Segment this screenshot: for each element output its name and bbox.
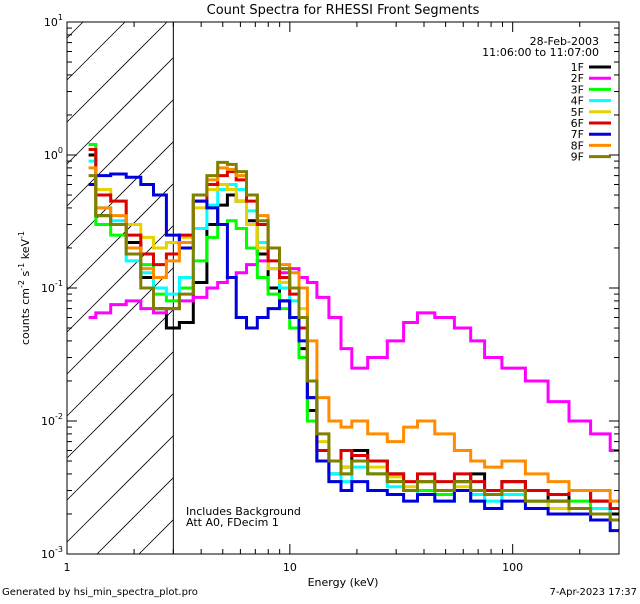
y-tick-label: 10-3 xyxy=(41,545,63,561)
legend-label-4F: 4F xyxy=(571,95,584,108)
x-tick-label: 1 xyxy=(64,561,71,574)
y-tick-label: 10-1 xyxy=(41,279,63,295)
hatched-region xyxy=(66,21,174,555)
legend-label-1F: 1F xyxy=(571,61,584,74)
legend-label-8F: 8F xyxy=(571,139,584,152)
series-line-8F xyxy=(88,166,619,503)
y-axis-label: counts cm-2 s-1 keV-1 xyxy=(17,231,32,345)
date-annotation: 28-Feb-2003 xyxy=(530,35,599,48)
legend-label-2F: 2F xyxy=(571,72,584,85)
legend-label-6F: 6F xyxy=(571,117,584,130)
legend-label-5F: 5F xyxy=(571,106,584,119)
background-note: Includes Background xyxy=(186,505,301,518)
series-line-9F xyxy=(88,160,619,522)
time-range-annotation: 11:06:00 to 11:07:00 xyxy=(482,46,599,59)
footer-generated-by: Generated by hsi_min_spectra_plot.pro xyxy=(2,587,198,598)
footer-timestamp: 7-Apr-2023 17:37 xyxy=(550,587,637,598)
attenuator-note: Att A0, FDecim 1 xyxy=(186,516,279,529)
y-tick-label: 10-2 xyxy=(41,412,63,428)
chart-title: Count Spectra for RHESSI Front Segments xyxy=(207,3,480,18)
series-line-3F xyxy=(88,143,619,522)
series-line-4F xyxy=(88,159,619,522)
series-line-7F xyxy=(88,172,619,533)
x-axis-label: Energy (keV) xyxy=(308,576,379,589)
hatch-lines xyxy=(66,21,174,555)
legend-label-9F: 9F xyxy=(571,151,584,164)
legend-label-7F: 7F xyxy=(571,128,584,141)
x-tick-label: 10 xyxy=(283,561,297,574)
x-tick-label: 100 xyxy=(502,561,523,574)
legend-label-3F: 3F xyxy=(571,83,584,96)
y-tick-label: 101 xyxy=(44,13,63,29)
axes: 1 10 100 101 100 10-1 10-2 10-3 xyxy=(41,13,620,574)
y-tick-label: 100 xyxy=(44,146,63,162)
series-layer xyxy=(88,143,619,533)
